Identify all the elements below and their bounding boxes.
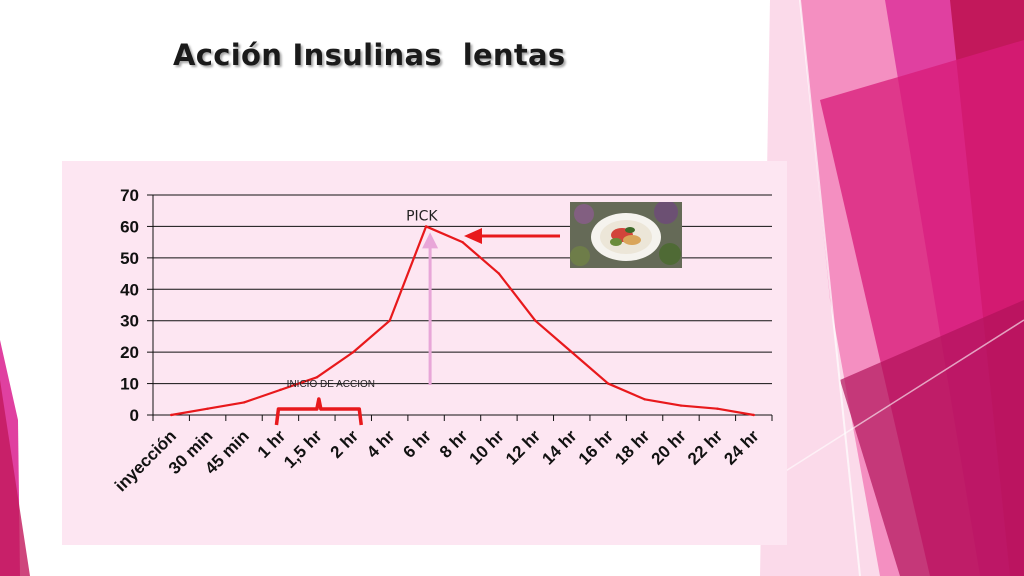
data-point — [570, 350, 573, 354]
y-tick-label: 60 — [120, 217, 139, 236]
y-tick-label: 50 — [120, 249, 139, 268]
y-tick-label: 40 — [120, 280, 139, 299]
x-tick-label: 2 hr — [327, 426, 363, 462]
slide-title: Acción Insulinas lentas — [173, 38, 566, 72]
data-point — [643, 398, 646, 401]
peak-label: PICK — [406, 208, 438, 224]
x-tick-label: 14 hr — [538, 426, 580, 468]
x-tick-label: 12 hr — [502, 426, 544, 468]
x-tick-label: 1,5 hr — [280, 426, 326, 472]
data-point — [170, 413, 173, 417]
data-point — [461, 240, 464, 244]
data-point — [716, 407, 719, 410]
x-tick-label: 4 hr — [363, 426, 399, 462]
data-point — [352, 350, 355, 354]
x-tick-label: 18 hr — [611, 426, 653, 468]
data-point — [424, 225, 428, 228]
chart-panel: 0 10 20 30 40 50 60 70 inyección 30 min 45 min 1 hr… — [62, 161, 787, 545]
x-tick-label: 22 hr — [684, 426, 726, 468]
data-point — [206, 407, 209, 410]
data-point — [388, 319, 391, 322]
x-tick-label: 16 hr — [575, 426, 617, 468]
x-tick-label: 6 hr — [399, 426, 435, 462]
data-point — [679, 404, 683, 407]
y-tick-label: 30 — [120, 312, 139, 331]
y-tick-label: 0 — [130, 406, 139, 425]
data-point — [315, 376, 319, 379]
x-tick-label: 24 hr — [720, 426, 762, 468]
data-point — [242, 401, 246, 404]
grid-layer — [153, 194, 772, 416]
data-point — [606, 382, 610, 385]
x-tick-label: 10 hr — [466, 426, 508, 468]
food-plate-photo — [570, 202, 682, 268]
onset-label: INICIO DE ACCION — [287, 379, 375, 390]
x-tick-label: 20 hr — [648, 426, 690, 468]
onset-brace — [274, 397, 364, 426]
data-point — [752, 413, 755, 417]
data-point — [497, 272, 501, 275]
y-tick-label: 10 — [120, 375, 139, 394]
y-tick-label: 70 — [120, 186, 139, 205]
peak-arrowhead — [422, 232, 439, 249]
annotation-layer: PICK INICIO DE ACCION — [274, 208, 560, 426]
series-layer — [170, 225, 755, 417]
y-tick-label: 20 — [120, 343, 139, 362]
photo-arrowhead — [464, 228, 482, 244]
data-point — [279, 388, 282, 392]
data-point — [534, 319, 537, 322]
